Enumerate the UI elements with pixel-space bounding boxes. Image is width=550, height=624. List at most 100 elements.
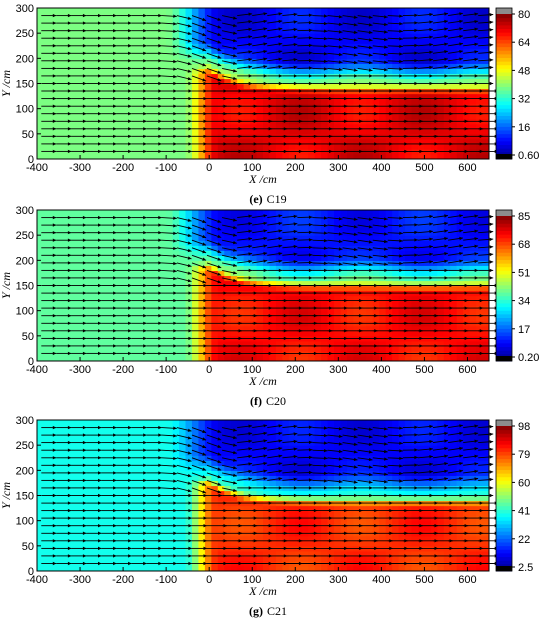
heatmap-cell <box>334 93 342 100</box>
heatmap-cell <box>405 153 413 159</box>
heatmap-cell <box>166 240 174 246</box>
heatmap-cell <box>359 153 367 159</box>
heatmap-cell <box>172 235 180 241</box>
heatmap-cell <box>476 153 484 159</box>
heatmap-cell <box>359 245 367 251</box>
heatmap-cell <box>191 53 200 59</box>
heatmap-cell <box>43 300 51 307</box>
heatmap-cell <box>62 225 70 231</box>
velocity-arrow-head <box>248 81 253 86</box>
heatmap-cell <box>153 138 161 145</box>
velocity-arrow-head <box>263 65 268 69</box>
heatmap-cell <box>140 250 148 256</box>
heatmap-cell <box>379 23 387 29</box>
velocity-arrow-head <box>98 13 102 18</box>
heatmap-cell <box>269 225 277 231</box>
heatmap-cell <box>243 78 251 85</box>
heatmap-cell <box>263 280 271 287</box>
heatmap-cell <box>108 123 116 130</box>
heatmap-cell <box>120 345 128 352</box>
velocity-arrow-head <box>217 17 222 21</box>
heatmap-cell <box>288 265 296 271</box>
heatmap-cell <box>230 250 238 256</box>
velocity-arrow-head <box>188 134 192 138</box>
heatmap-cell <box>327 355 335 361</box>
heatmap-cell <box>385 240 393 246</box>
heatmap-cell <box>56 38 64 44</box>
heatmap-cell <box>185 13 193 19</box>
heatmap-cell <box>308 93 316 100</box>
heatmap-cell <box>263 245 271 251</box>
heatmap-cell <box>198 113 206 120</box>
heatmap-cell <box>411 78 419 85</box>
heatmap-cell <box>275 280 283 287</box>
heatmap-cell <box>346 113 354 120</box>
heatmap-cell <box>359 43 367 49</box>
heatmap-cell <box>224 8 232 14</box>
heatmap-cell <box>430 38 438 44</box>
heatmap-cell <box>82 113 90 120</box>
heatmap-cell <box>140 33 148 39</box>
heatmap-cell <box>437 63 445 69</box>
heatmap-cell <box>43 225 51 231</box>
heatmap-cell <box>482 58 489 64</box>
heatmap-cell <box>198 138 206 145</box>
velocity-arrow-head <box>489 81 494 86</box>
heatmap-cell <box>437 68 445 75</box>
heatmap-cell <box>353 260 361 266</box>
heatmap-cell <box>295 300 303 307</box>
heatmap-cell <box>224 108 232 115</box>
heatmap-cell <box>398 113 406 120</box>
heatmap-cell <box>308 270 316 277</box>
heatmap-cell <box>224 43 232 49</box>
heatmap-cell <box>127 123 135 130</box>
heatmap-cell <box>37 220 45 226</box>
heatmap-cell <box>301 270 309 277</box>
heatmap-cell <box>327 8 335 14</box>
heatmap-cell <box>198 235 206 241</box>
heatmap-cell <box>191 28 200 34</box>
heatmap-cell <box>353 295 361 302</box>
heatmap-cell <box>114 23 122 29</box>
heatmap-cell <box>385 98 393 105</box>
velocity-arrow-head <box>113 36 117 40</box>
heatmap-cell <box>101 68 109 75</box>
heatmap-cell <box>463 153 471 159</box>
heatmap-cell <box>456 108 464 115</box>
heatmap-cell <box>49 113 57 120</box>
heatmap-cell <box>62 345 70 352</box>
heatmap-cell <box>133 345 141 352</box>
heatmap-cell <box>301 38 309 44</box>
heatmap-cell <box>243 225 251 231</box>
heatmap-cell <box>385 53 393 59</box>
heatmap-cell <box>379 245 387 251</box>
heatmap-cell <box>43 285 51 292</box>
heatmap-cell <box>295 33 303 39</box>
x-tick-label: 0 <box>206 162 212 174</box>
heatmap-cell <box>353 235 361 241</box>
heatmap-cell <box>237 68 245 75</box>
heatmap-cell <box>295 345 303 352</box>
velocity-arrow-head <box>187 31 192 35</box>
heatmap-cell <box>179 285 187 292</box>
heatmap-cell <box>172 295 180 302</box>
heatmap-cell <box>321 270 329 277</box>
velocity-arrow-head <box>113 81 117 86</box>
velocity-arrow-head <box>323 67 328 71</box>
heatmap-cell <box>398 23 406 29</box>
heatmap-cell <box>463 13 471 19</box>
velocity-arrow-head <box>474 81 479 86</box>
heatmap-cell <box>133 235 141 241</box>
heatmap-cell <box>263 355 271 361</box>
heatmap-cell <box>153 310 161 317</box>
velocity-arrow-head <box>203 104 207 108</box>
heatmap-cell <box>314 265 322 271</box>
velocity-arrow-head <box>143 134 147 138</box>
heatmap-cell <box>372 108 380 115</box>
heatmap-cell <box>359 280 367 287</box>
heatmap-cell <box>334 113 342 120</box>
heatmap-cell <box>211 300 219 307</box>
heatmap-cell <box>366 123 374 130</box>
heatmap-cell <box>411 93 419 100</box>
heatmap-cell <box>88 255 96 261</box>
